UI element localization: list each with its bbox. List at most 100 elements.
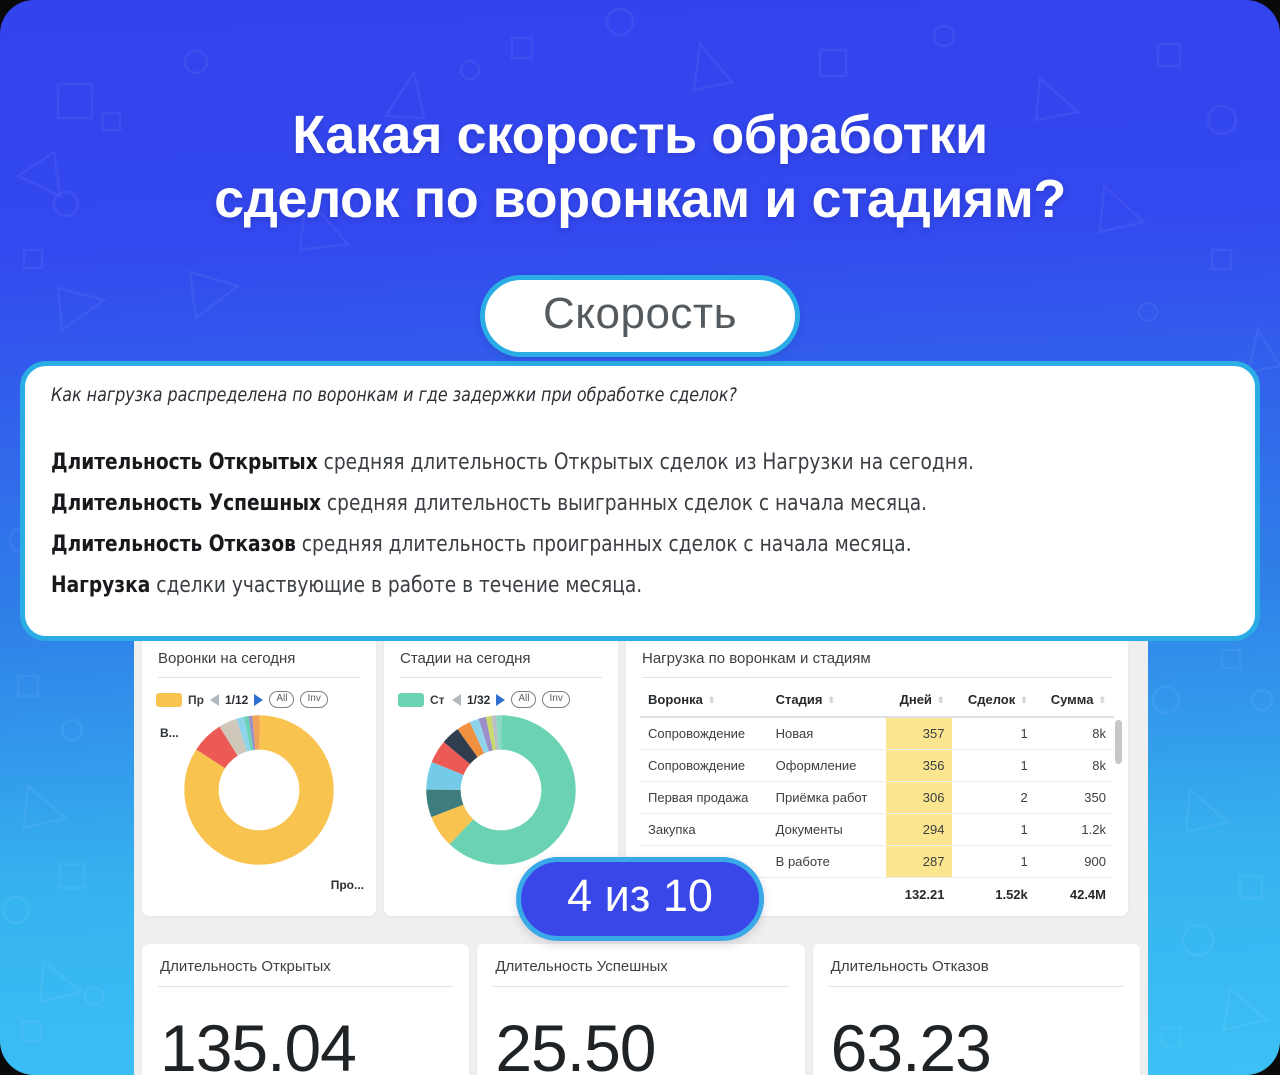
cell-stage: Новая <box>767 717 886 750</box>
divider <box>400 677 602 678</box>
sort-icon: ⬍ <box>1098 695 1106 705</box>
load-table: Воронка ⬍ Стадия ⬍ Дней ⬍ Сделок ⬍ Сумма ⬍ Со… <box>640 682 1114 910</box>
total-sum: 42.4M <box>1069 887 1106 902</box>
cell-days: 294 <box>885 813 953 846</box>
page-title: Какая скорость обработки сделок по ворон… <box>0 104 1280 231</box>
next-page-icon[interactable] <box>496 693 506 706</box>
stages-donut-chart[interactable] <box>384 708 618 894</box>
chip-all-button[interactable]: All <box>511 691 537 708</box>
table-totals-row: 132.21 1.52k 42.4M <box>640 878 1114 911</box>
next-page-icon[interactable] <box>254 693 264 706</box>
info-term: Длительность Отказов <box>51 532 296 557</box>
dashboard-screenshot: Воронки на сегодня Пр 1/12 All Inv В... … <box>134 628 1148 1075</box>
card-funnels-today: Воронки на сегодня Пр 1/12 All Inv В... … <box>142 636 376 916</box>
info-text: сделки участвующие в работе в течение ме… <box>156 573 643 598</box>
cell-funnel: Сопровождение <box>640 717 768 750</box>
info-term: Нагрузка <box>51 573 151 598</box>
col-header-funnel[interactable]: Воронка ⬍ <box>640 682 768 718</box>
table-row[interactable]: Закупка Документы 294 1 1.2k <box>640 813 1114 846</box>
table-scrollbar[interactable] <box>1115 720 1122 764</box>
table-row[interactable]: Сопровождение Новая 357 1 8k <box>640 717 1114 750</box>
table-row[interactable]: Первая продажа Приёмка работ 306 2 350 <box>640 781 1114 814</box>
funnels-donut-chart[interactable]: В... Про... <box>142 708 376 894</box>
table-row[interactable]: Сопровождение Оформление 356 1 8k <box>640 749 1114 782</box>
divider <box>158 677 360 678</box>
totals-spacer <box>768 878 886 911</box>
page-indicator: 1/12 <box>225 692 249 707</box>
total-days: 132.21 <box>904 887 945 902</box>
card-title: Воронки на сегодня <box>158 650 296 667</box>
table-header-row: Воронка ⬍ Стадия ⬍ Дней ⬍ Сделок ⬍ Сумма ⬍ <box>640 682 1114 718</box>
info-text: средняя длительность выигранных сделок с… <box>326 491 928 516</box>
cell-funnel: Первая продажа <box>640 781 768 814</box>
prev-page-icon[interactable] <box>452 693 461 706</box>
kpi-title: Длительность Открытых <box>160 958 331 975</box>
cell-deals: 1 <box>952 845 1036 878</box>
info-text: средняя длительность проигранных сделок … <box>301 532 912 557</box>
info-line-4: – Нагрузка — сделки участвующие в работе… <box>51 575 1158 597</box>
col-header-deals[interactable]: Сделок ⬍ <box>952 682 1036 718</box>
dashboard-kpi-row: Длительность Открытых 135.04 Длительност… <box>134 916 1148 1075</box>
kpi-value: 135.04 <box>160 1011 357 1075</box>
sort-icon: ⬍ <box>827 695 836 705</box>
donut-label-top: В... <box>160 726 179 740</box>
category-pill: Скорость <box>479 275 801 357</box>
page-title-line-1: Какая скорость обработки <box>292 105 988 165</box>
cell-days: 356 <box>885 749 953 782</box>
legend-label: Пр <box>188 692 204 707</box>
donut-slice-3 <box>426 715 576 865</box>
total-deals: 1.52k <box>995 887 1028 902</box>
page-indicator: 1/32 <box>467 692 491 707</box>
cell-stage: Оформление <box>767 749 886 782</box>
divider <box>158 986 454 987</box>
info-question: Как нагрузка распределена по воронкам и … <box>51 384 737 406</box>
info-term: Длительность Открытых <box>51 450 318 475</box>
cell-funnel: Сопровождение <box>640 749 768 782</box>
cell-funnel: Закупка <box>640 813 768 846</box>
sort-icon: ⬍ <box>707 695 716 705</box>
cell-deals: 2 <box>952 781 1036 814</box>
legend-swatch <box>156 692 182 707</box>
info-line-3: – Длительность Отказов — средняя длитель… <box>51 534 1158 556</box>
legend-label: Ст <box>430 692 445 707</box>
divider <box>642 677 1112 678</box>
kpi-card-lost-duration: Длительность Отказов 63.23 <box>812 944 1140 1075</box>
donut-slice-main <box>184 715 334 865</box>
kpi-card-won-duration: Длительность Успешных 25.50 <box>477 944 805 1075</box>
col-header-days[interactable]: Дней ⬍ <box>885 682 953 718</box>
cell-days: 287 <box>885 845 953 878</box>
info-term: Длительность Успешных <box>51 491 322 516</box>
kpi-title: Длительность Отказов <box>830 958 989 975</box>
card-title: Нагрузка по воронкам и стадиям <box>642 650 871 667</box>
sort-icon: ⬍ <box>1020 695 1028 705</box>
cell-stage: Документы <box>767 813 886 846</box>
stages-legend: Ст 1/32 All Inv <box>384 678 618 708</box>
funnels-legend: Пр 1/12 All Inv <box>142 678 376 708</box>
info-line-2: – Длительность Успешных — средняя длител… <box>51 493 1158 515</box>
chip-all-button[interactable]: All <box>269 691 295 708</box>
cell-deals: 1 <box>952 813 1036 846</box>
cell-stage: Приёмка работ <box>767 781 886 814</box>
chip-inv-button[interactable]: Inv <box>542 691 570 708</box>
prev-page-icon[interactable] <box>210 693 219 706</box>
page-title-line-2: сделок по воронкам и стадиям? <box>214 168 1066 229</box>
col-header-sum[interactable]: Сумма ⬍ <box>1035 682 1114 718</box>
donut-slice-1 <box>426 715 576 865</box>
cell-sum: 900 <box>1035 845 1114 878</box>
info-card: Как нагрузка распределена по воронкам и … <box>20 361 1260 641</box>
cell-days: 357 <box>885 717 953 750</box>
donut-label-bottom: Про... <box>330 878 364 892</box>
cell-stage: В работе <box>767 845 886 878</box>
divider <box>493 986 789 987</box>
legend-swatch <box>398 692 424 707</box>
chip-inv-button[interactable]: Inv <box>300 691 328 708</box>
cell-sum: 1.2k <box>1035 813 1114 846</box>
col-header-stage[interactable]: Стадия ⬍ <box>767 682 886 718</box>
cell-deals: 1 <box>952 717 1036 750</box>
cell-sum: 350 <box>1035 781 1114 814</box>
card-title: Стадии на сегодня <box>400 650 531 667</box>
cell-deals: 1 <box>952 749 1036 782</box>
info-text: средняя длительность Открытых сделок из … <box>323 450 974 475</box>
cell-sum: 8k <box>1035 717 1114 750</box>
info-line-1: – Длительность Открытых — средняя длител… <box>51 452 1158 474</box>
